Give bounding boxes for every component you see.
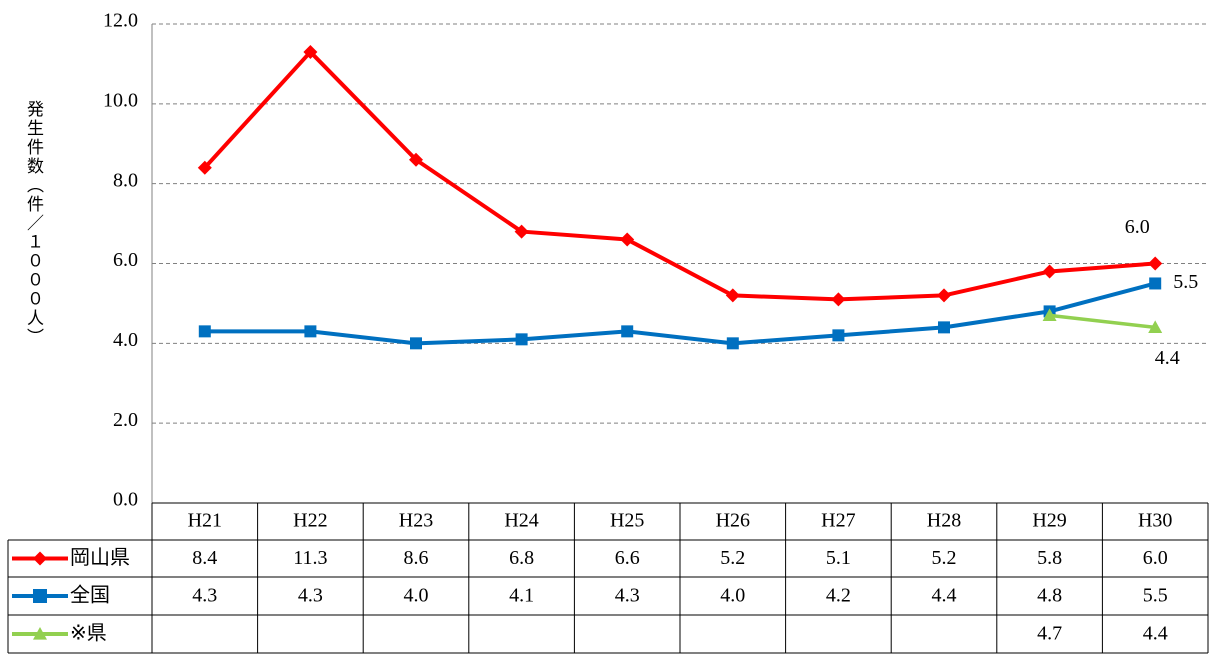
y-tick-label: 8.0 <box>113 169 138 191</box>
table-cell: 5.8 <box>1037 547 1062 569</box>
marker <box>1149 277 1162 290</box>
marker <box>304 325 317 338</box>
table-cell: 6.0 <box>1143 547 1168 569</box>
x-tick-label: H25 <box>610 510 644 532</box>
marker <box>198 325 211 338</box>
series-line <box>204 281 1156 346</box>
table-cell: 5.5 <box>1143 585 1168 607</box>
series-line <box>1049 313 1156 330</box>
marker <box>410 337 422 350</box>
table-cell: 4.0 <box>404 585 429 607</box>
data-label: 6.0 <box>1125 216 1150 238</box>
table-cell: 11.3 <box>293 547 327 569</box>
table-cell: 4.0 <box>720 585 745 607</box>
marker <box>725 288 740 303</box>
table-cell: 4.3 <box>192 585 217 607</box>
marker <box>1042 308 1057 321</box>
marker <box>620 232 635 247</box>
y-tick-label: 2.0 <box>113 409 138 431</box>
table-cell: 6.8 <box>509 547 534 569</box>
legend-label: 岡山県 <box>70 545 130 569</box>
marker <box>831 292 846 307</box>
table-cell: 8.4 <box>192 547 217 569</box>
marker <box>514 224 529 239</box>
legend-label: ※県 <box>70 621 107 645</box>
data-label: 4.4 <box>1155 347 1180 369</box>
series-line <box>203 49 1156 302</box>
marker <box>197 160 212 175</box>
table-cell: 4.3 <box>615 585 640 607</box>
y-tick-label: 10.0 <box>103 89 138 111</box>
y-tick-label: 6.0 <box>113 249 138 271</box>
table-cell: 5.2 <box>932 547 957 569</box>
marker <box>33 551 47 566</box>
x-tick-label: H29 <box>1032 510 1066 532</box>
table-cell: 4.4 <box>932 585 957 607</box>
y-tick-label: 12.0 <box>103 10 138 32</box>
x-tick-label: H23 <box>399 510 433 532</box>
marker <box>33 589 47 603</box>
x-tick-label: H30 <box>1138 510 1172 532</box>
x-tick-label: H21 <box>188 510 222 532</box>
marker <box>515 333 528 346</box>
y-axis-label: 発生件数（件／１０００人） <box>23 100 44 347</box>
table-cell: 4.3 <box>298 585 323 607</box>
marker <box>938 321 950 334</box>
table-cell: 4.7 <box>1037 623 1062 645</box>
marker <box>1148 320 1163 333</box>
y-tick-label: 0.0 <box>113 489 138 511</box>
x-tick-label: H26 <box>716 510 750 532</box>
table-cell: 6.6 <box>615 547 640 569</box>
x-tick-label: H24 <box>504 510 538 532</box>
marker <box>33 627 47 640</box>
table-cell: 5.2 <box>720 547 745 569</box>
table-cell: 4.2 <box>826 585 851 607</box>
marker <box>726 337 739 350</box>
table-cell: 4.1 <box>509 585 534 607</box>
marker <box>937 288 951 303</box>
x-tick-label: H22 <box>293 510 327 532</box>
data-label: 5.5 <box>1173 271 1198 293</box>
marker <box>621 325 634 338</box>
table-cell: 4.8 <box>1037 585 1062 607</box>
marker <box>1148 256 1163 271</box>
marker <box>409 152 423 167</box>
x-tick-label: H28 <box>927 510 961 532</box>
x-tick-label: H27 <box>821 510 855 532</box>
marker <box>303 44 318 59</box>
marker <box>832 329 845 342</box>
table-cell: 8.6 <box>404 547 429 569</box>
marker <box>1042 264 1057 279</box>
table-cell: 4.4 <box>1143 623 1168 645</box>
y-tick-label: 4.0 <box>113 329 138 351</box>
legend-label: 全国 <box>70 583 110 607</box>
table-cell: 5.1 <box>826 547 851 569</box>
